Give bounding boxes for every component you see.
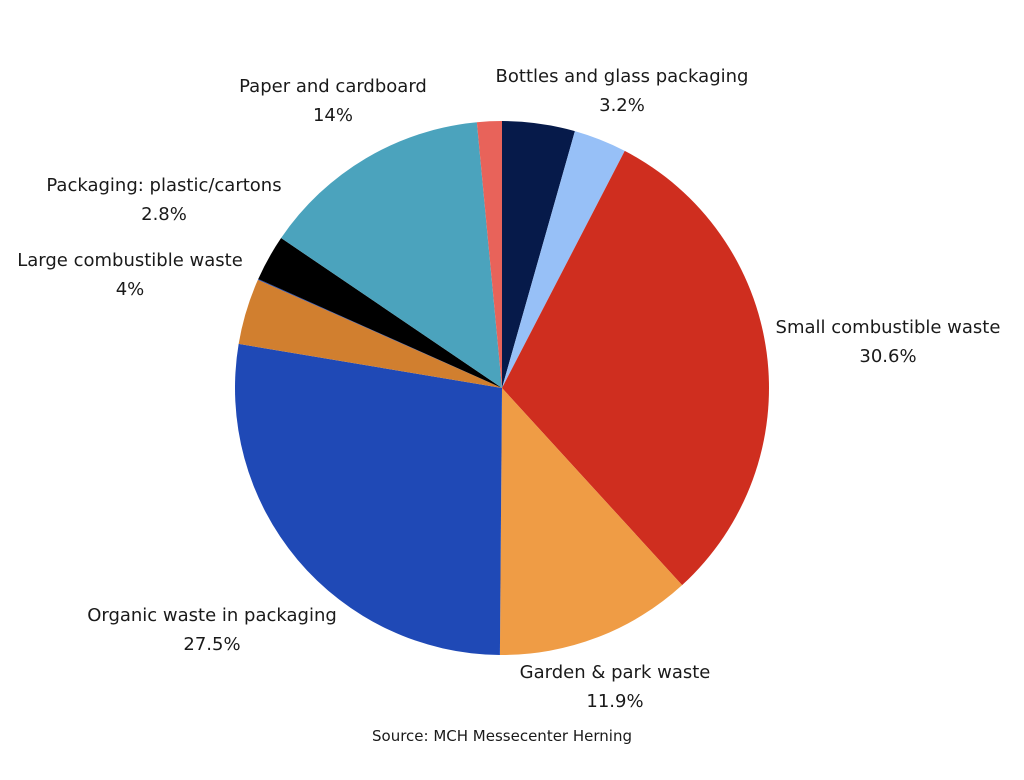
slice-label-value: 30.6%	[859, 346, 916, 367]
label-small-combustible: Small combustible waste 30.6%	[776, 317, 1001, 367]
slice-label-value: 4%	[116, 279, 145, 300]
slice-label-name: Organic waste in packaging	[87, 605, 337, 626]
slice-label-name: Small combustible waste	[776, 317, 1001, 338]
slice-label-value: 14%	[313, 105, 353, 126]
slice-label-name: Paper and cardboard	[239, 76, 427, 97]
pie-slice-8	[281, 122, 502, 388]
pie-slice-3	[499, 388, 683, 655]
slice-label-name: Bottles and glass packaging	[496, 66, 749, 87]
label-paper-cardboard: Paper and cardboard 14%	[239, 76, 427, 126]
pie-slice-1	[502, 131, 625, 388]
pie-slice-5	[238, 279, 502, 388]
pie-slice-7	[258, 238, 502, 388]
source-note: Source: MCH Messecenter Herning	[372, 727, 632, 745]
pie-slice-4	[234, 343, 502, 655]
slice-label-value: 3.2%	[599, 95, 645, 116]
pie-slice-2	[502, 150, 769, 586]
label-garden-park: Garden & park waste 11.9%	[520, 662, 711, 712]
pie-slice-0	[502, 121, 575, 388]
label-organic-waste: Organic waste in packaging 27.5%	[87, 605, 337, 655]
pie-slice-6	[257, 279, 502, 388]
pie-slices	[234, 121, 769, 655]
slice-label-name: Garden & park waste	[520, 662, 711, 683]
label-packaging-plastic: Packaging: plastic/cartons 2.8%	[46, 175, 281, 225]
slice-label-value: 27.5%	[183, 634, 240, 655]
slice-label-name: Large combustible waste	[17, 250, 243, 271]
slice-label-name: Packaging: plastic/cartons	[46, 175, 281, 196]
slice-label-value: 2.8%	[141, 204, 187, 225]
label-large-combustible: Large combustible waste 4%	[17, 250, 243, 300]
label-bottles-glass: Bottles and glass packaging 3.2%	[496, 66, 749, 116]
pie-slice-9	[476, 121, 502, 388]
slice-label-value: 11.9%	[586, 691, 643, 712]
